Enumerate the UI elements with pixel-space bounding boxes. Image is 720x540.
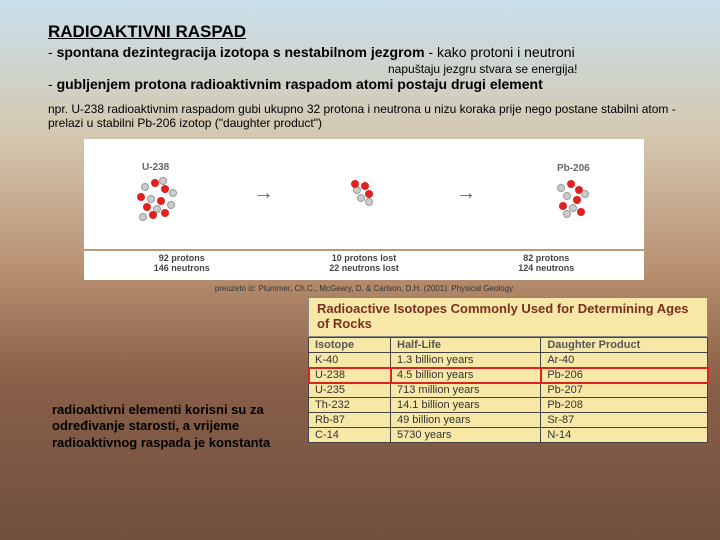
stats-left: 92 protons146 neutrons	[154, 253, 210, 275]
table-row: Th-23214.1 billion yearsPb-208	[309, 398, 708, 413]
stats-mid: 10 protons lost22 neutrons lost	[329, 253, 399, 275]
stats-right: 82 protons124 neutrons	[518, 253, 574, 275]
table-cell: 49 billion years	[391, 413, 541, 428]
table-row: U-2384.5 billion yearsPb-206	[309, 368, 708, 383]
nucleus-medium	[549, 176, 597, 224]
table-cell: Pb-208	[541, 398, 708, 413]
table-row: K-401.3 billion yearsAr-40	[309, 353, 708, 368]
table-cell: 1.3 billion years	[391, 353, 541, 368]
table-row: U-235713 million yearsPb-207	[309, 383, 708, 398]
table-cell: Sr-87	[541, 413, 708, 428]
bullet-prefix: -	[48, 76, 57, 92]
isotope-table: Isotope Half-Life Daughter Product K-401…	[308, 337, 708, 443]
table-cell: Pb-206	[541, 368, 708, 383]
table-cell: U-238	[309, 368, 391, 383]
table-header-row: Isotope Half-Life Daughter Product	[309, 338, 708, 353]
bullet-1: - spontana dezintegracija izotopa s nest…	[48, 44, 680, 62]
table-cell: K-40	[309, 353, 391, 368]
nucleus-lost	[347, 176, 383, 212]
nucleus-small	[347, 176, 383, 212]
table-cell: C-14	[309, 428, 391, 443]
table-title: Radioactive Isotopes Commonly Used for D…	[308, 297, 708, 337]
table-row: Rb-8749 billion yearsSr-87	[309, 413, 708, 428]
th-isotope: Isotope	[309, 338, 391, 353]
arrow-icon: →	[456, 182, 476, 205]
bullet-2-bold: gubljenjem protona radioaktivnim raspado…	[57, 76, 543, 92]
table-cell: Th-232	[309, 398, 391, 413]
sub-note: napuštaju jezgru stvara se energija!	[48, 63, 680, 77]
table-cell: Ar-40	[541, 353, 708, 368]
table-cell: 4.5 billion years	[391, 368, 541, 383]
bullet-prefix: -	[48, 44, 57, 60]
bullet-2: - gubljenjem protona radioaktivnim raspa…	[48, 76, 680, 94]
table-cell: U-235	[309, 383, 391, 398]
example-text: npr. U-238 radioaktivnim raspadom gubi u…	[48, 102, 680, 131]
nucleus-u238: U-238	[131, 162, 181, 225]
slide-title: RADIOAKTIVNI RASPAD	[48, 22, 680, 42]
label-pb206: Pb-206	[557, 163, 590, 174]
diagram-stats: 92 protons146 neutrons 10 protons lost22…	[84, 251, 644, 281]
table-cell: Rb-87	[309, 413, 391, 428]
summary-text: radioaktivni elementi korisni su za odre…	[52, 402, 282, 451]
table-cell: 5730 years	[391, 428, 541, 443]
table-row: C-145730 yearsN-14	[309, 428, 708, 443]
table-cell: 14.1 billion years	[391, 398, 541, 413]
th-halflife: Half-Life	[391, 338, 541, 353]
th-daughter: Daughter Product	[541, 338, 708, 353]
table-cell: Pb-207	[541, 383, 708, 398]
nucleus-pb206: Pb-206	[549, 163, 597, 224]
arrow-icon: →	[254, 182, 274, 205]
nucleus-large	[131, 175, 181, 225]
table-cell: 713 million years	[391, 383, 541, 398]
decay-diagram: U-238 → → Pb-206	[84, 139, 644, 249]
bullet-1-rest: - kako protoni i neutroni	[425, 44, 575, 60]
label-u238: U-238	[142, 162, 169, 173]
bullet-1-bold: spontana dezintegracija izotopa s nestab…	[57, 44, 425, 60]
citation-text: preuzeto iz: Plummer, Ch.C., McGeary, D.…	[48, 284, 680, 293]
table-cell: N-14	[541, 428, 708, 443]
